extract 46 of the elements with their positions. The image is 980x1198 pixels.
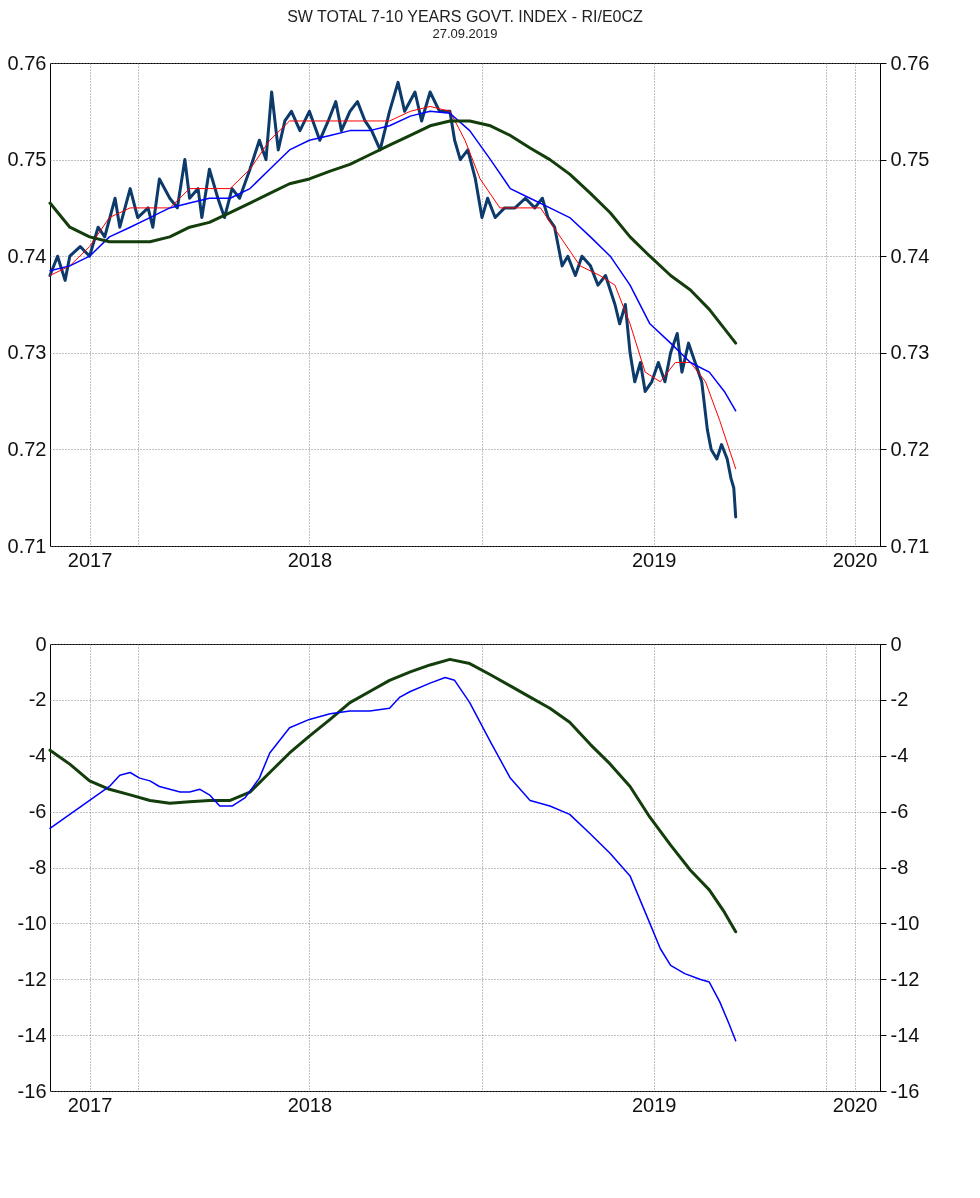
x-tick-label: 2019	[631, 1093, 677, 1116]
y2-tick-label: 0.76	[890, 51, 930, 74]
y-tick-label: -6	[28, 800, 47, 823]
y-tick-label: -16	[17, 1079, 47, 1102]
y-tick-label: -10	[17, 911, 47, 934]
chart-title: SW TOTAL 7-10 YEARS GOVT. INDEX - RI/E0CZ	[287, 8, 644, 25]
x-tick-label: 2017	[67, 1093, 113, 1116]
y-tick-label: -12	[17, 967, 47, 990]
y2-tick-label: -12	[890, 967, 920, 990]
y2-tick-label: 0.72	[890, 437, 930, 460]
x-tick-label: 2020	[832, 1093, 878, 1116]
line-series	[48, 80, 738, 519]
x-tick-label: 2018	[287, 548, 333, 571]
y2-tick-label: -2	[890, 688, 909, 711]
x-tick-label: 2019	[631, 548, 677, 571]
y2-tick-label: -6	[890, 800, 909, 823]
line-series	[49, 105, 737, 470]
y2-tick-label: 0.74	[890, 244, 930, 267]
y-tick-label: -8	[28, 856, 47, 878]
y-tick-label: -2	[28, 688, 47, 711]
y2-tick-label: 0	[890, 632, 902, 655]
y2-tick-label: -8	[890, 856, 909, 878]
y-tick-label: 0	[35, 632, 47, 655]
y2-tick-label: 0.75	[890, 148, 930, 171]
x-tick-label: 2020	[832, 548, 878, 571]
y-tick-label: 0.71	[7, 534, 47, 557]
line-series	[48, 657, 738, 934]
y-tick-label: 0.74	[7, 244, 47, 267]
line-series	[49, 676, 737, 1042]
y-tick-label: 0.73	[7, 341, 47, 364]
y-tick-label: 0.72	[7, 437, 47, 460]
line-series	[48, 119, 738, 345]
y2-tick-label: -10	[890, 911, 920, 934]
y2-tick-label: -14	[890, 1023, 920, 1046]
y2-tick-label: 0.71	[890, 534, 930, 557]
y-tick-label: 0.75	[7, 148, 47, 171]
y2-tick-label: 0.73	[890, 341, 930, 364]
y-tick-label: -14	[17, 1023, 47, 1046]
line-series	[49, 110, 737, 412]
y-tick-label: -4	[28, 744, 47, 767]
x-tick-label: 2018	[287, 1093, 333, 1116]
y2-tick-label: -4	[890, 744, 909, 767]
y2-tick-label: -16	[890, 1079, 920, 1102]
y-tick-label: 0.76	[7, 51, 47, 74]
chart-subtitle: 27.09.2019	[432, 26, 498, 41]
x-tick-label: 2017	[67, 548, 113, 571]
